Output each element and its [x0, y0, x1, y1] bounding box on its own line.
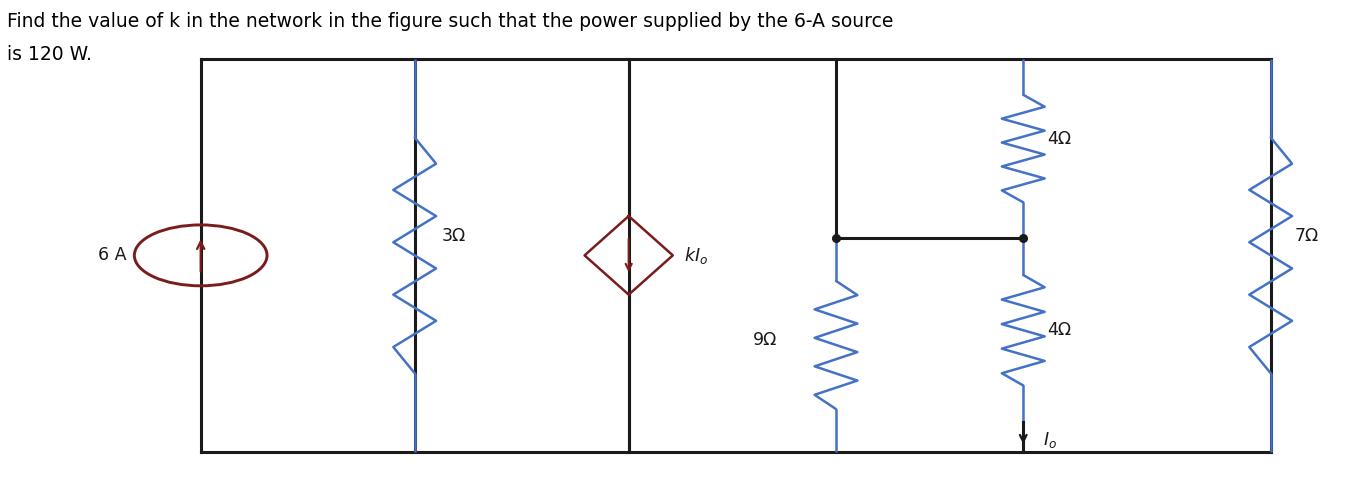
Text: 4Ω: 4Ω [1047, 130, 1071, 148]
Text: 7Ω: 7Ω [1294, 227, 1319, 245]
Text: 9Ω: 9Ω [753, 331, 777, 349]
Text: $kI_o$: $kI_o$ [684, 245, 708, 266]
Text: Find the value of k in the network in the figure such that the power supplied by: Find the value of k in the network in th… [7, 12, 893, 31]
Text: 6 A: 6 A [97, 247, 126, 264]
Text: 4Ω: 4Ω [1047, 321, 1071, 339]
Text: $I_o$: $I_o$ [1043, 430, 1058, 449]
Text: is 120 W.: is 120 W. [7, 45, 92, 63]
Text: 3Ω: 3Ω [442, 227, 466, 245]
